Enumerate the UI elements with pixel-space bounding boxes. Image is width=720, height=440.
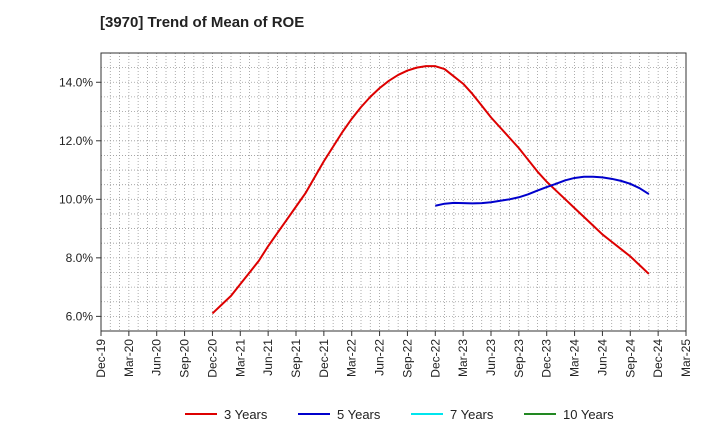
plot-area-frame [100, 52, 687, 332]
legend-label-3-years: 3 Years [224, 407, 268, 422]
x-tick-label: Sep-20 [178, 339, 192, 378]
x-tick-label: Dec-23 [540, 339, 554, 378]
x-tick-label: Jun-23 [484, 339, 498, 376]
y-tick-label: 6.0% [66, 309, 94, 323]
legend-label-10-years: 10 Years [563, 407, 614, 422]
series-line-5-years [435, 175, 650, 207]
x-tick-label: Jun-20 [150, 339, 164, 376]
series-line-3-years [211, 65, 650, 315]
y-axis: 6.0% 8.0% 10.0% 12.0% 14.0% [59, 75, 101, 323]
x-tick-label: Mar-25 [679, 339, 693, 377]
x-tick-label: Sep-22 [400, 339, 414, 378]
x-tick-label: Mar-24 [568, 339, 582, 377]
x-tick-label: Mar-20 [122, 339, 136, 377]
x-tick-label: Mar-23 [456, 339, 470, 377]
x-tick-label: Mar-22 [345, 339, 359, 377]
y-tick-label: 8.0% [66, 251, 94, 265]
x-tick-label: Mar-21 [233, 339, 247, 377]
x-tick-label: Sep-24 [623, 339, 637, 378]
x-tick-label: Dec-22 [428, 339, 442, 378]
legend: 3 Years 5 Years 7 Years 10 Years [185, 407, 614, 422]
series-lines [211, 65, 650, 315]
x-tick-label: Jun-21 [261, 339, 275, 376]
legend-label-5-years: 5 Years [337, 407, 381, 422]
grid-lines [101, 52, 686, 331]
x-tick-label: Dec-24 [651, 339, 665, 378]
x-tick-label: Sep-21 [289, 339, 303, 378]
x-tick-label: Jun-24 [595, 339, 609, 376]
y-tick-label: 10.0% [59, 192, 93, 206]
x-tick-label: Jun-22 [373, 339, 387, 376]
x-tick-label: Dec-20 [205, 339, 219, 378]
x-tick-label: Sep-23 [512, 339, 526, 378]
x-tick-label: Dec-21 [317, 339, 331, 378]
y-tick-label: 14.0% [59, 75, 93, 89]
x-tick-label: Dec-19 [94, 339, 108, 378]
chart-title: [3970] Trend of Mean of ROE [100, 14, 305, 31]
x-axis: Dec-19 Mar-20 Jun-20 Sep-20 Dec-20 Mar-21 Jun-… [94, 331, 693, 378]
legend-label-7-years: 7 Years [450, 407, 494, 422]
y-tick-label: 12.0% [59, 134, 93, 148]
